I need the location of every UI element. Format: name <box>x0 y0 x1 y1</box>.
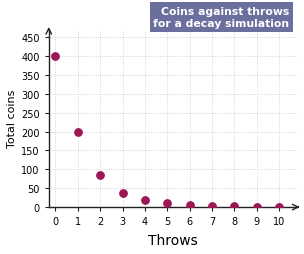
Point <box>277 205 282 209</box>
Text: Coins against throws
for a decay simulation: Coins against throws for a decay simulat… <box>154 7 290 29</box>
Y-axis label: Total coins: Total coins <box>7 90 17 148</box>
Point <box>210 204 215 208</box>
Point <box>143 198 147 202</box>
Point <box>53 55 58 59</box>
Point <box>98 173 103 177</box>
Point <box>187 203 192 208</box>
Point <box>165 201 170 205</box>
Point <box>232 204 237 209</box>
X-axis label: Throws: Throws <box>148 233 198 247</box>
Point <box>120 191 125 195</box>
Point <box>75 130 80 134</box>
Point <box>254 205 259 209</box>
